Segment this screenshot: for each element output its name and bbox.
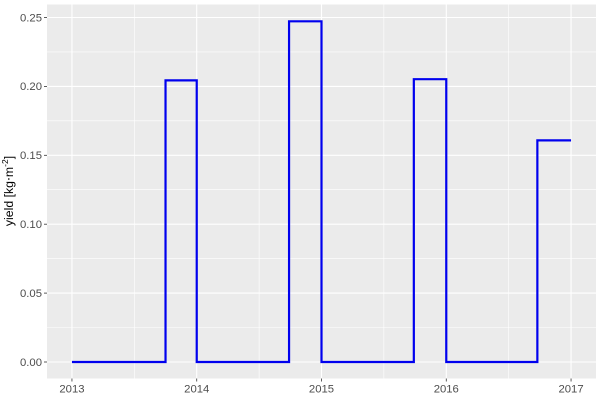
- svg-text:2015: 2015: [309, 384, 334, 396]
- svg-text:yield [kg⋅m-2]: yield [kg⋅m-2]: [0, 156, 16, 226]
- svg-text:0.20: 0.20: [20, 81, 42, 93]
- svg-text:2013: 2013: [59, 384, 84, 396]
- svg-text:2017: 2017: [558, 384, 583, 396]
- svg-text:2016: 2016: [434, 384, 459, 396]
- svg-text:0.10: 0.10: [20, 219, 42, 231]
- svg-text:0.15: 0.15: [20, 150, 42, 162]
- svg-text:0.00: 0.00: [20, 357, 42, 369]
- svg-text:2014: 2014: [184, 384, 209, 396]
- svg-text:0.05: 0.05: [20, 288, 42, 300]
- svg-text:0.25: 0.25: [20, 12, 42, 24]
